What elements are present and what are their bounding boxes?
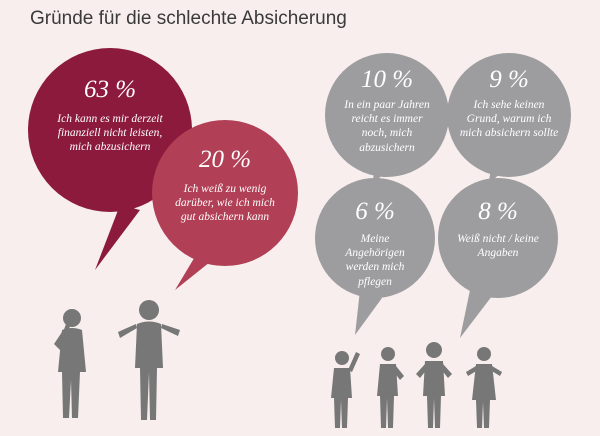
bubble-63-tail: [95, 205, 140, 270]
bubble-8-circle: [438, 178, 558, 298]
person-woman-thinking: [54, 309, 86, 418]
value-label-9: 9 %: [489, 66, 529, 93]
value-label-6: 6 %: [355, 198, 395, 225]
bubble-6: [315, 178, 435, 335]
reason-text-63: Ich kann es mir derzeit finanziell nicht…: [57, 112, 163, 154]
value-label-20: 20 %: [198, 146, 252, 173]
person-group-right: [331, 342, 502, 428]
bubble-8-label: 8 % Weiß nicht / keine Angaben: [455, 198, 541, 260]
bubble-9-label: 9 % Ich sehe keinen Grund, warum ich mic…: [459, 66, 559, 141]
bubble-20-label: 20 % Ich weiß zu wenig darüber, wie ich …: [170, 146, 280, 225]
bubble-6-tail: [355, 290, 382, 335]
bubble-10-circle: [325, 53, 449, 177]
value-label-63: 63 %: [83, 76, 137, 103]
reason-text-9: Ich sehe keinen Grund, warum ich mich ab…: [459, 98, 559, 140]
reason-text-6: Meine Angehörigen werden mich pflegen: [345, 232, 405, 288]
bubble-6-circle: [315, 178, 435, 298]
bubble-10: [325, 53, 449, 185]
bubble-63-label: 63 % Ich kann es mir derzeit finanziell …: [48, 76, 172, 155]
bubble-6-label: 6 % Meine Angehörigen werden mich pflege…: [330, 198, 420, 289]
bubble-63-circle: [28, 48, 192, 212]
chart-title: Gründe für die schlechte Absicherung: [30, 8, 347, 29]
reason-text-10: In ein paar Jahren reicht es immer noch,…: [344, 98, 430, 154]
bubble-8: [438, 178, 558, 338]
reason-text-8: Weiß nicht / keine Angaben: [457, 232, 539, 259]
value-label-10: 10 %: [360, 66, 414, 93]
bubble-9-circle: [447, 53, 571, 177]
value-label-8: 8 %: [478, 198, 518, 225]
bubble-20-circle: [152, 120, 298, 266]
bubble-63: [28, 48, 192, 270]
bubble-8-tail: [460, 290, 492, 338]
reason-text-20: Ich weiß zu wenig darüber, wie ich mich …: [175, 182, 275, 224]
person-man-shrugging: [118, 300, 180, 420]
bubble-10-label: 10 % In ein paar Jahren reicht es immer …: [339, 66, 435, 155]
bubble-9: [447, 53, 571, 185]
bubble-20: [152, 120, 298, 290]
